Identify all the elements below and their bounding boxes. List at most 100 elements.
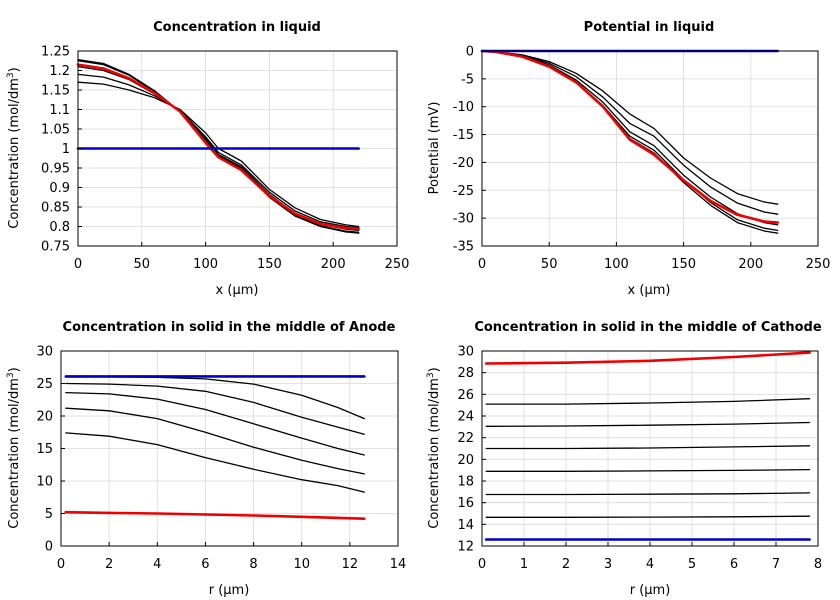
x-tick-label: 250	[806, 257, 831, 272]
y-tick-label: 0.85	[41, 201, 70, 216]
x-tick-label: 50	[134, 257, 151, 272]
y-tick-label: 14	[457, 518, 474, 533]
x-tick-label: 6	[730, 557, 738, 572]
y-tick-label: 0	[45, 540, 53, 555]
series-line-black-5	[481, 50, 779, 234]
y-axis-label: Potential (mV)	[427, 102, 442, 195]
y-tick-label: -15	[453, 128, 474, 143]
y-tick-label: 25	[36, 377, 53, 392]
y-tick-label: 12	[457, 540, 474, 555]
x-tick-label: 10	[293, 557, 310, 572]
y-tick-label: 0.75	[41, 240, 70, 255]
series-line-black-2	[481, 50, 779, 215]
y-tick-label: 20	[36, 410, 53, 425]
x-tick-label: 250	[385, 257, 410, 272]
series-line-black-4	[485, 468, 811, 472]
x-tick-label: 0	[478, 257, 486, 272]
series-line-black-4	[65, 407, 365, 475]
series-line-black-1	[485, 398, 811, 405]
x-tick-label: 0	[57, 557, 65, 572]
series-line-red	[64, 510, 366, 521]
plot-frame	[481, 50, 819, 247]
y-tick-label: 1.05	[41, 123, 70, 138]
chart-title: Concentration in solid in the middle of …	[63, 320, 396, 335]
chart-title: Concentration in solid in the middle of …	[474, 320, 822, 335]
panel-potential-in-liquid: Potential in liquid 0 50 100 150 200 250 0 -5 -1…	[427, 20, 830, 298]
y-tick-label: 16	[457, 496, 474, 511]
y-tick-label: 1	[62, 142, 70, 157]
series-line-red	[480, 49, 780, 224]
y-tick-label: 1.2	[49, 64, 70, 79]
y-axis-label: Concentration (mol/dm3)	[6, 67, 22, 229]
y-tick-label: 1.25	[41, 45, 70, 60]
y-tick-label: -20	[453, 156, 474, 171]
chart-title: Potential in liquid	[584, 20, 715, 35]
y-tick-label: 20	[457, 453, 474, 468]
y-tick-label: 0.9	[49, 181, 70, 196]
x-axis-label: x (µm)	[628, 283, 671, 298]
x-tick-label: 2	[562, 557, 570, 572]
series-line-black-3	[485, 445, 811, 450]
panel-concentration-solid-anode: Concentration in solid in the middle of …	[6, 320, 406, 598]
y-tick-label: 28	[457, 366, 474, 381]
x-tick-label: 8	[814, 557, 822, 572]
panel-concentration-solid-cathode: Concentration in solid in the middle of …	[426, 320, 822, 598]
y-tick-label: -35	[453, 240, 474, 255]
x-tick-label: 7	[772, 557, 780, 572]
x-tick-label: 100	[604, 257, 629, 272]
x-axis-label: x (µm)	[216, 283, 259, 298]
x-tick-label: 150	[671, 257, 696, 272]
x-tick-label: 6	[201, 557, 209, 572]
y-tick-label: 18	[457, 475, 474, 490]
x-tick-label: 100	[193, 257, 218, 272]
x-tick-label: 14	[390, 557, 407, 572]
x-tick-label: 150	[257, 257, 282, 272]
x-tick-label: 4	[153, 557, 161, 572]
series-line-black-2	[485, 421, 811, 427]
x-tick-label: 0	[74, 257, 82, 272]
series-line-black-3	[65, 391, 365, 456]
y-tick-label: 30	[36, 345, 53, 360]
y-tick-label: -10	[453, 100, 474, 115]
y-tick-label: 10	[36, 475, 53, 490]
series-line-black-5	[65, 432, 365, 493]
y-tick-label: -30	[453, 212, 474, 227]
x-tick-label: 3	[604, 557, 612, 572]
y-tick-label: 26	[457, 388, 474, 403]
x-tick-label: 1	[520, 557, 528, 572]
y-tick-label: -5	[461, 72, 474, 87]
y-tick-label: 0.95	[41, 162, 70, 177]
x-tick-label: 2	[105, 557, 113, 572]
x-tick-label: 4	[646, 557, 654, 572]
x-tick-label: 200	[321, 257, 346, 272]
x-tick-label: 8	[249, 557, 257, 572]
x-axis-label: r (µm)	[630, 583, 671, 598]
panel-concentration-in-liquid: Concentration in liquid 0 50 100 150 200 250 0…	[6, 20, 409, 298]
x-tick-label: 200	[738, 257, 763, 272]
y-tick-label: 30	[457, 345, 474, 360]
x-axis-label: r (µm)	[209, 583, 250, 598]
y-tick-label: 5	[45, 507, 53, 522]
y-axis-label: Concentration (mol/dm3)	[6, 367, 22, 529]
series-line-red	[76, 63, 361, 231]
y-tick-label: 1.1	[49, 103, 70, 118]
y-tick-label: -25	[453, 184, 474, 199]
y-axis-label: Concentration (mol/dm3)	[426, 367, 442, 529]
series-line-black-2	[65, 382, 365, 435]
x-tick-label: 0	[478, 557, 486, 572]
x-tick-label: 5	[688, 557, 696, 572]
series-line-black-6	[485, 515, 811, 518]
x-tick-label: 12	[342, 557, 359, 572]
series-line-black-1	[481, 50, 779, 205]
y-tick-label: 0.8	[49, 220, 70, 235]
y-tick-label: 0	[466, 45, 474, 60]
chart-title: Concentration in liquid	[153, 20, 321, 35]
y-tick-label: 15	[36, 442, 53, 457]
series-line-black-5	[485, 492, 811, 496]
series-line-black-2	[77, 73, 360, 229]
x-tick-label: 50	[541, 257, 558, 272]
y-tick-label: 24	[457, 410, 474, 425]
y-tick-label: 22	[457, 431, 474, 446]
y-tick-label: 1.15	[41, 84, 70, 99]
